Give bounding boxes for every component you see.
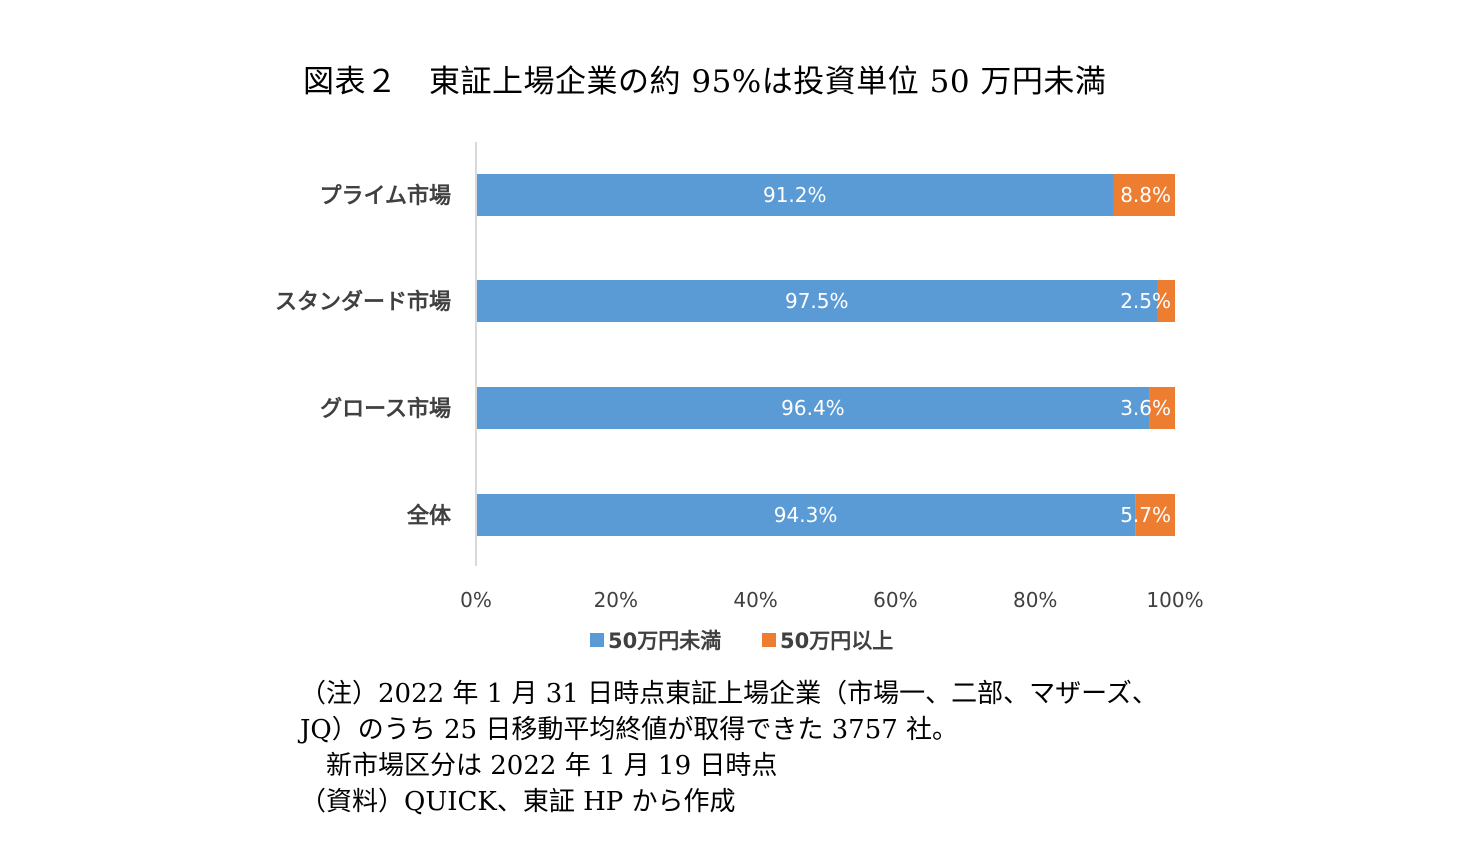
data-label: 96.4% [781,396,845,420]
category-label: プライム市場 [319,183,451,209]
stacked-bar-chart: 91.2% 8.8% 97.5% 2.5% 96.4% 3.6% 94.3% 5.7% プライ… [275,142,1204,653]
bar-under-50 [476,280,1158,322]
legend-swatch [590,633,604,647]
data-label: 8.8% [1120,183,1171,207]
note-line-4: （資料）QUICK、東証 HP から作成 [300,787,736,817]
legend-label: 50万円以上 [780,629,893,653]
x-axis-ticks: 0% 20% 40% 60% 80% 100% [460,588,1203,612]
data-label: 2.5% [1120,289,1171,313]
x-tick-label: 0% [460,588,492,612]
note-line-1: （注）2022 年 1 月 31 日時点東証上場企業（市場一、二部、マザーズ、 [300,679,1158,709]
legend-swatch [762,633,776,647]
category-label: グロース市場 [320,396,451,422]
note-line-2: JQ）のうち 25 日移動平均終値が取得できた 3757 社。 [300,715,959,745]
legend: 50万円未満 50万円以上 [590,629,893,653]
bars-layer: 91.2% 8.8% 97.5% 2.5% 96.4% 3.6% 94.3% 5.7% [476,174,1175,536]
category-label: 全体 [406,503,452,529]
bar-over-50 [1149,387,1175,429]
x-tick-label: 100% [1146,588,1203,612]
data-label: 91.2% [763,183,827,207]
x-tick-label: 20% [594,588,638,612]
notes: （注）2022 年 1 月 31 日時点東証上場企業（市場一、二部、マザーズ、 … [300,676,1158,820]
bar-under-50 [476,387,1150,429]
note-line-3: 新市場区分は 2022 年 1 月 19 日時点 [300,751,778,781]
data-label: 3.6% [1120,396,1171,420]
data-label: 5.7% [1120,503,1171,527]
category-label: スタンダード市場 [275,289,451,315]
data-label: 94.3% [774,503,838,527]
x-tick-label: 40% [733,588,777,612]
bar-over-50 [1113,174,1175,216]
x-tick-label: 80% [1013,588,1057,612]
legend-label: 50万円未満 [608,629,721,653]
bar-over-50 [1157,280,1175,322]
figure-title: 図表２ 東証上場企業の約 95%は投資単位 50 万円未満 [303,64,1107,100]
bar-under-50 [476,174,1114,216]
x-tick-label: 60% [873,588,917,612]
data-label: 97.5% [785,289,849,313]
bar-under-50 [476,494,1136,536]
bar-over-50 [1135,494,1175,536]
